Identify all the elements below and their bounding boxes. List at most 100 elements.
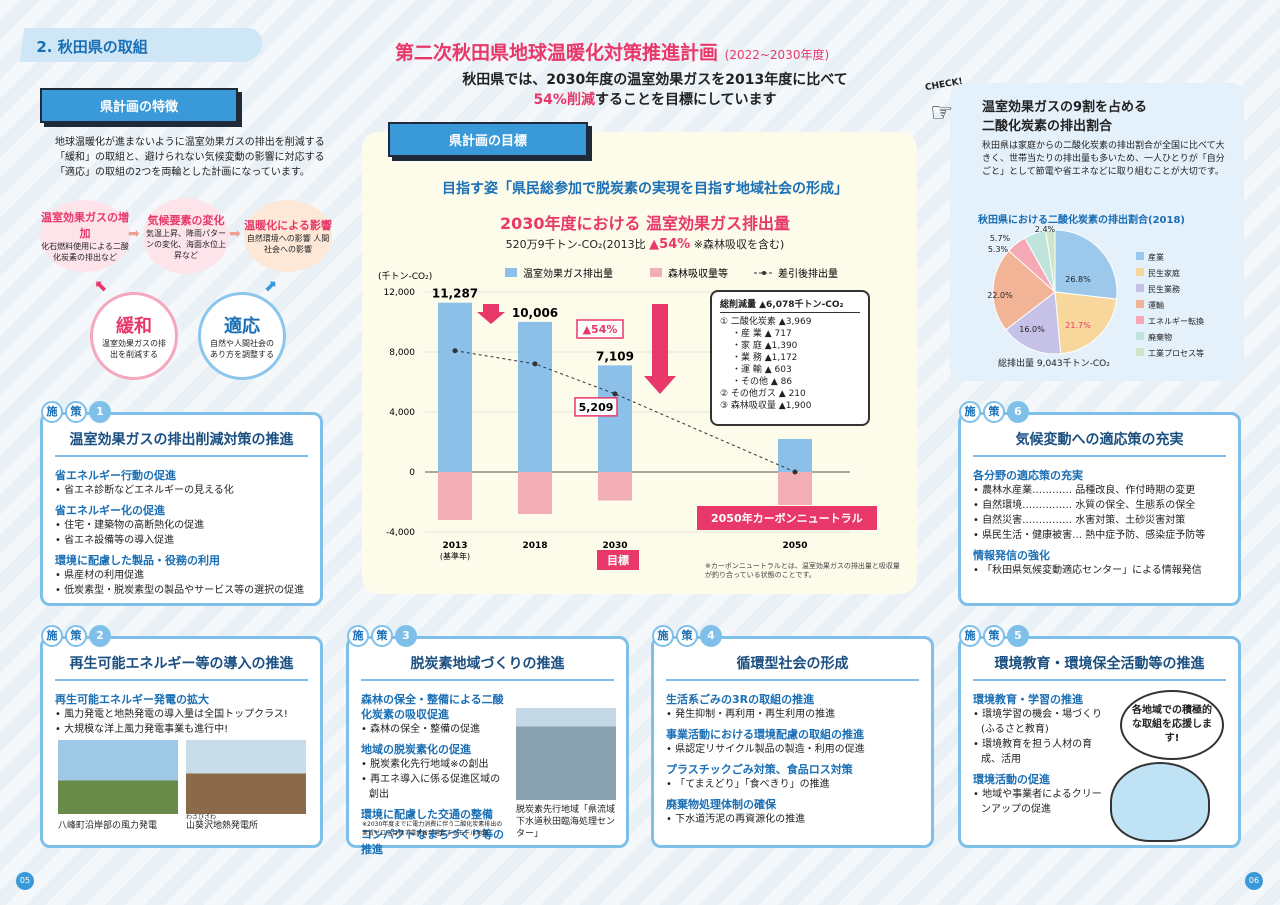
page-number: 05 bbox=[16, 872, 34, 890]
pie-value-label: 21.7% bbox=[1065, 321, 1091, 330]
badge-char: 施 bbox=[347, 625, 369, 647]
policy-subheading: 生活系ごみの3Rの取組の推進 bbox=[666, 693, 815, 706]
mascot-illustration bbox=[1110, 762, 1210, 842]
pie-value-label: 16.0% bbox=[1019, 325, 1045, 334]
breakdown-row: ② その他ガス ▲ 210 bbox=[720, 389, 806, 399]
legend-swatch bbox=[1136, 284, 1144, 292]
y-tick-label: 4,000 bbox=[389, 408, 415, 418]
pie-slice bbox=[1045, 229, 1056, 293]
badge-char: 1 bbox=[89, 401, 111, 423]
badge-char: 策 bbox=[983, 401, 1005, 423]
wind-caption: 八峰町沿岸部の風力発電 bbox=[58, 821, 158, 831]
legend-label: 森林吸収量等 bbox=[668, 267, 728, 280]
policy-subheading: 各分野の適応策の充実 bbox=[973, 469, 1083, 482]
pie-title: 秋田県における二酸化炭素の排出割合(2018) bbox=[978, 215, 1185, 226]
legend-swatch bbox=[1136, 316, 1144, 324]
legend-label: 民生家庭 bbox=[1148, 269, 1180, 278]
badge-char: 施 bbox=[959, 625, 981, 647]
emission-bar bbox=[438, 302, 472, 472]
policy-item: 県産材の利用促進 bbox=[55, 568, 308, 583]
badge-char: 策 bbox=[676, 625, 698, 647]
policy-subheading: プラスチックごみ対策、食品ロス対策 bbox=[666, 763, 853, 776]
pie-total: 総排出量 9,043千トン-CO₂ bbox=[998, 359, 1110, 369]
emission-bar bbox=[778, 439, 812, 472]
page-number: 06 bbox=[1245, 872, 1263, 890]
legend-swatch bbox=[1136, 252, 1144, 260]
vision-text: 目指す姿「県民総参加で脱炭素の実現を目指す地域社会の形成」 bbox=[442, 181, 848, 197]
x-tick-label: 2050 bbox=[782, 541, 807, 551]
features-text: 地球温暖化が進まないように温室効果ガスの排出を削減する「緩和」の取組と、避けられ… bbox=[55, 137, 325, 178]
badge-char: 策 bbox=[983, 625, 1005, 647]
bar-value-label: 10,006 bbox=[512, 306, 558, 320]
policy-subheading: 森林の保全・整備による二酸化炭素の吸収促進 bbox=[361, 693, 504, 721]
legend-label: 産業 bbox=[1148, 253, 1164, 262]
policy-subheading: 再生可能エネルギー発電の拡大 bbox=[55, 693, 209, 706]
policy-item: 省エネ診断などエネルギーの見える化 bbox=[55, 483, 308, 498]
policy-subheading: 情報発信の強化 bbox=[973, 549, 1050, 562]
legend-item: エネルギー転換 bbox=[1136, 314, 1204, 330]
legend-swatch bbox=[762, 271, 766, 275]
pie-slice bbox=[992, 250, 1056, 331]
pie-slice bbox=[1054, 291, 1118, 355]
legend-item: 産業 bbox=[1136, 250, 1204, 266]
policy-item: 森林の保全・整備の促進 bbox=[361, 722, 507, 737]
breakdown-row: ・その他 ▲ 86 bbox=[732, 377, 793, 387]
check-title: 温室効果ガスの9割を占める 二酸化炭素の排出割合 bbox=[982, 100, 1148, 134]
section-tag: 2. 秋田県の取組 bbox=[19, 28, 265, 62]
badge-char: 施 bbox=[41, 625, 63, 647]
badge-char: 2 bbox=[89, 625, 111, 647]
target-label: 目標 bbox=[597, 550, 639, 570]
policy-item: 省エネ設備等の導入促進 bbox=[55, 533, 308, 548]
y-tick-label: 12,000 bbox=[384, 288, 416, 298]
goal-label: 県計画の目標 bbox=[388, 122, 588, 157]
badge-char: 策 bbox=[65, 401, 87, 423]
badge-char: 4 bbox=[700, 625, 722, 647]
badge-char: 5 bbox=[1007, 625, 1029, 647]
policy-item: 自然環境…………… 水質の保全、生態系の保全 bbox=[973, 498, 1226, 513]
arrow-up-icon: ⬈ bbox=[264, 276, 278, 295]
policy-title: 再生可能エネルギー等の導入の推進 bbox=[55, 639, 308, 681]
legend-item: 運輸 bbox=[1136, 298, 1204, 314]
breakdown-row: ① 二酸化炭素 ▲3,969 bbox=[720, 317, 812, 327]
arrow-right-icon: ➡ bbox=[229, 226, 241, 242]
legend-swatch bbox=[1136, 348, 1144, 356]
policy-item: 風力発電と地熱発電の導入量は全国トップクラス! bbox=[55, 707, 308, 722]
absorption-bar bbox=[438, 472, 472, 520]
pie-slice bbox=[1054, 229, 1118, 300]
legend-swatch bbox=[505, 268, 517, 277]
co2-pie-chart: 26.8% 21.7% 16.0% 22.0% 5.3% 5.7% 2.4% bbox=[987, 225, 1118, 355]
badge-char: 3 bbox=[395, 625, 417, 647]
down-arrow-icon bbox=[644, 304, 676, 394]
policy-item: 「てまえどり」「食べきり」の推進 bbox=[666, 777, 919, 792]
adaptation-circle: 適応 自然や人間社会のあり方を調整する bbox=[198, 292, 286, 380]
pct-label: ▲54% bbox=[583, 323, 618, 336]
pie-legend: 産業 民生家庭 民生業務 運輸 エネルギー転換 廃棄物 工業プロセス等 bbox=[1136, 250, 1204, 362]
pie-value-label: 5.3% bbox=[988, 245, 1009, 254]
breakdown-row: ・業 務 ▲1,172 bbox=[732, 353, 798, 363]
policy-subheading: コンパクトなまちづくり等の推進 bbox=[361, 828, 504, 856]
net-emission-line bbox=[454, 350, 796, 473]
policy-subheading: 省エネルギー行動の促進 bbox=[55, 469, 176, 482]
legend-item: 民生業務 bbox=[1136, 282, 1204, 298]
x-tick-sublabel: (基準年) bbox=[440, 551, 470, 561]
legend-label: 温室効果ガス排出量 bbox=[523, 267, 613, 280]
geothermal-caption: 山葵沢地熱発電所 bbox=[186, 821, 259, 831]
policy-item: 再エネ導入に係る促進区域の創出 bbox=[361, 772, 507, 802]
policy-subheading: 環境に配慮した交通の整備 bbox=[361, 808, 493, 821]
emission-bar bbox=[598, 365, 632, 472]
impact-bubble: 温暖化による影響 自然環境への影響 人間社会への影響 bbox=[244, 200, 332, 272]
x-tick-label: 2013 bbox=[442, 541, 467, 551]
x-tick-label: 2018 bbox=[522, 541, 547, 551]
badge-char: 施 bbox=[41, 401, 63, 423]
policy-subheading: 事業活動における環境配慮の取組の推進 bbox=[666, 728, 864, 741]
legend-item: 廃棄物 bbox=[1136, 330, 1204, 346]
policy-subheading: 環境に配慮した製品・役務の利用 bbox=[55, 554, 220, 567]
policy-item: 「秋田県気候変動適応センター」による情報発信 bbox=[973, 563, 1226, 578]
net-emission-point bbox=[792, 469, 798, 475]
pie-value-label: 22.0% bbox=[987, 291, 1013, 300]
badge-char: 施 bbox=[652, 625, 674, 647]
